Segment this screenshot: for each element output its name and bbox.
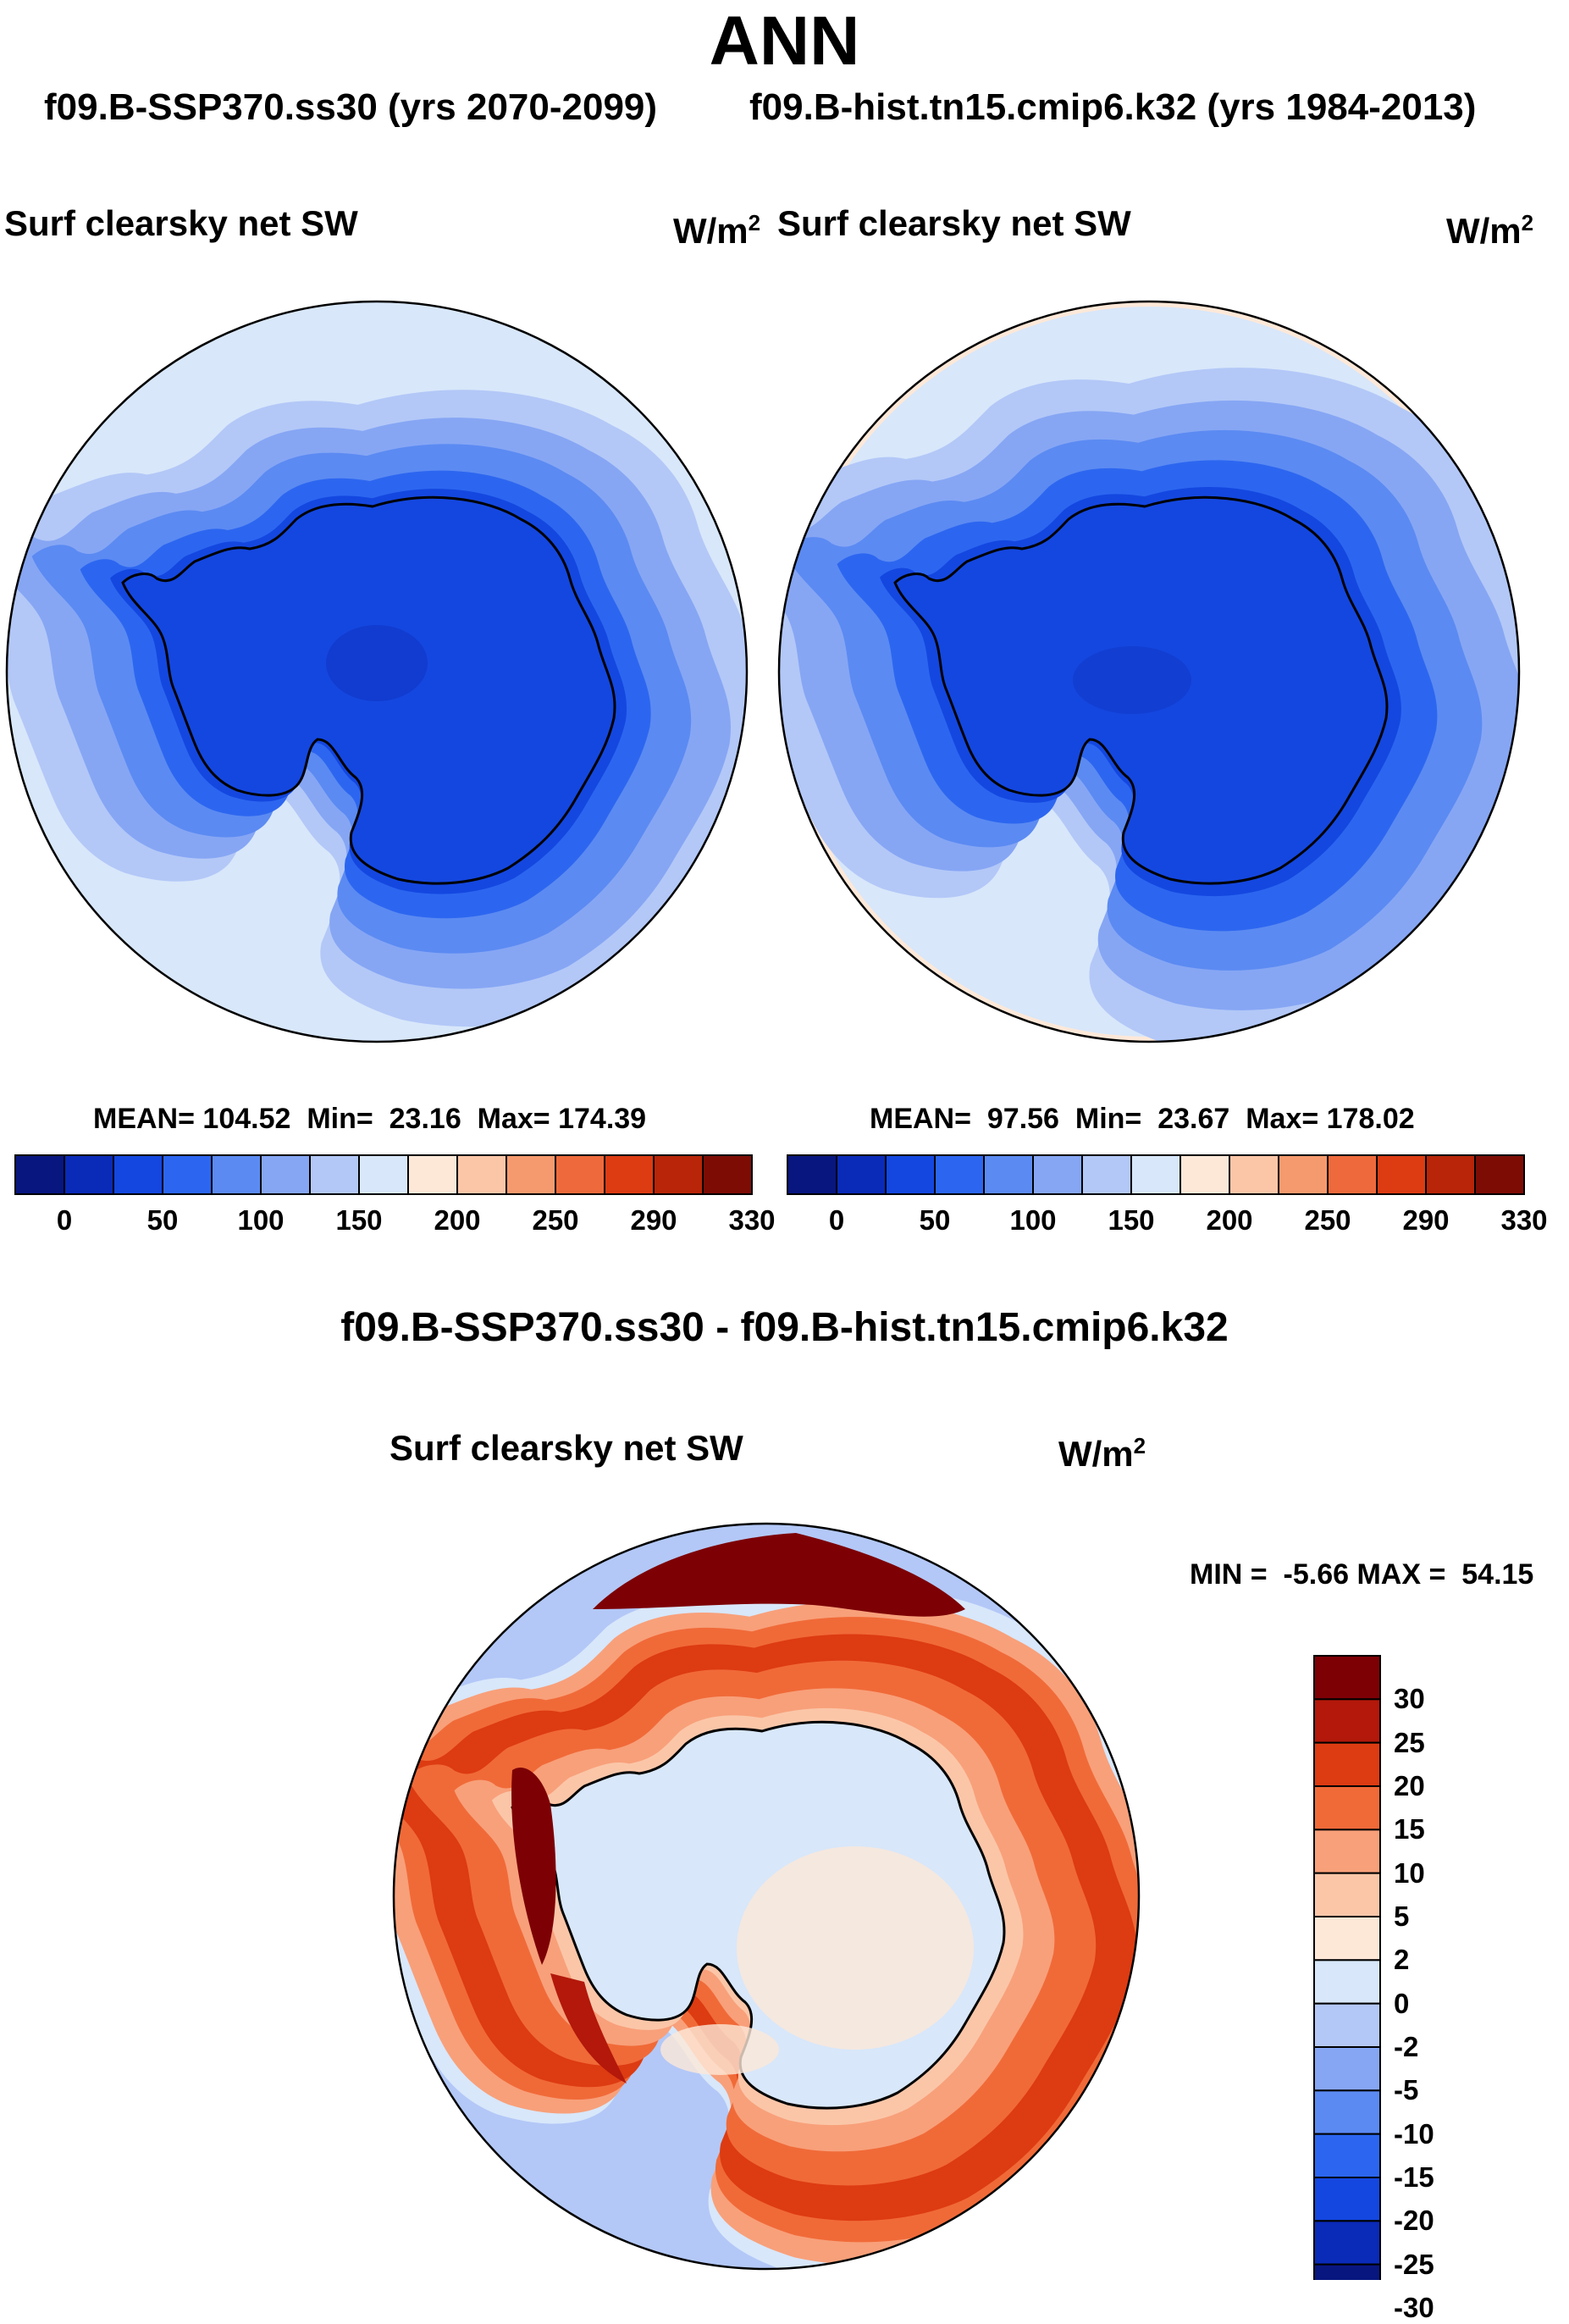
colorbar-box <box>604 1154 655 1195</box>
left-panel-title: Surf clearsky net SW <box>4 203 358 243</box>
diff-colorbar-tick-label: -20 <box>1394 2205 1434 2237</box>
colorbar-box <box>1130 1154 1181 1195</box>
colorbar-box <box>555 1154 605 1195</box>
colorbar-tick-label: 200 <box>1206 1204 1253 1236</box>
right-map-border <box>777 300 1521 1043</box>
colorbar-box <box>934 1154 985 1195</box>
colorbar-box <box>787 1154 837 1195</box>
diff-colorbar-box <box>1313 2133 1381 2179</box>
case-a-subtitle: f09.B-SSP370.ss30 (yrs 2070-2099) <box>44 86 658 128</box>
colorbar-tick-label: 150 <box>1108 1204 1155 1236</box>
colorbar-box <box>113 1154 163 1195</box>
right-colorbar <box>787 1154 1525 1195</box>
diff-colorbar-tick-label: 20 <box>1394 1770 1425 1801</box>
colorbar-box <box>653 1154 704 1195</box>
colorbar-box <box>1376 1154 1427 1195</box>
diff-colorbar-box <box>1313 2263 1381 2280</box>
colorbar-tick-label: 0 <box>56 1204 73 1236</box>
right-panel-stats: MEAN= 97.56 Min= 23.67 Max= 178.02 <box>870 1103 1415 1135</box>
diff-colorbar-box <box>1313 1698 1381 1744</box>
diff-colorbar-tick-label: 2 <box>1394 1944 1410 1976</box>
diff-panel-stats: MIN = -5.66 MAX = 54.15 <box>1190 1558 1534 1591</box>
colorbar-tick-label: 0 <box>828 1204 845 1236</box>
colorbar-box <box>1474 1154 1525 1195</box>
colorbar-box <box>1180 1154 1230 1195</box>
colorbar-box <box>211 1154 262 1195</box>
colorbar-box <box>885 1154 936 1195</box>
colorbar-tick-label: 50 <box>919 1204 951 1236</box>
diff-colorbar-tick-label: 15 <box>1394 1813 1425 1845</box>
diff-panel-units: W/m2 <box>1058 1433 1146 1474</box>
diff-colorbar-tick-label: 5 <box>1394 1901 1410 1932</box>
diff-colorbar-tick-label: 10 <box>1394 1856 1425 1889</box>
colorbar-tick-label: 100 <box>237 1204 285 1236</box>
right-map <box>777 300 1521 1043</box>
diff-colorbar-box <box>1313 2177 1381 2222</box>
diff-colorbar-box <box>1313 2220 1381 2266</box>
difference-map <box>392 1522 1141 2271</box>
diff-colorbar-box <box>1313 1655 1381 1701</box>
left-map <box>5 300 749 1043</box>
colorbar-tick-label: 290 <box>630 1204 677 1236</box>
case-b-subtitle: f09.B-hist.tn15.cmip6.k32 (yrs 1984-2013… <box>749 86 1477 128</box>
colorbar-box <box>64 1154 114 1195</box>
colorbar-box <box>1229 1154 1279 1195</box>
diff-colorbar-box <box>1313 2046 1381 2092</box>
colorbar-box <box>456 1154 507 1195</box>
colorbar-tick-label: 200 <box>434 1204 481 1236</box>
diff-colorbar-tick-label: 0 <box>1394 1987 1410 2019</box>
colorbar-box <box>309 1154 360 1195</box>
colorbar-box <box>836 1154 887 1195</box>
colorbar-box <box>358 1154 409 1195</box>
colorbar-tick-label: 100 <box>1009 1204 1057 1236</box>
colorbar-box <box>1327 1154 1378 1195</box>
diff-colorbar-box <box>1313 1785 1381 1831</box>
colorbar-tick-label: 290 <box>1402 1204 1450 1236</box>
diff-map-border <box>392 1522 1141 2271</box>
colorbar-box <box>162 1154 213 1195</box>
colorbar-box <box>506 1154 556 1195</box>
diff-colorbar-tick-label: -25 <box>1394 2248 1434 2280</box>
colorbar-box <box>14 1154 65 1195</box>
diff-colorbar-tick-label: -10 <box>1394 2117 1434 2150</box>
diff-colorbar-box <box>1313 1916 1381 1962</box>
left-map-border <box>5 300 749 1043</box>
colorbar-tick-label: 150 <box>335 1204 383 1236</box>
colorbar-tick-label: 330 <box>728 1204 776 1236</box>
diff-title: f09.B-SSP370.ss30 - f09.B-hist.tn15.cmip… <box>340 1305 1229 1350</box>
diff-colorbar-box <box>1313 1741 1381 1788</box>
colorbar-tick-label: 250 <box>1304 1204 1351 1236</box>
colorbar-box <box>702 1154 753 1195</box>
left-colorbar <box>14 1154 753 1195</box>
colorbar-box <box>1081 1154 1132 1195</box>
colorbar-box <box>1425 1154 1476 1195</box>
colorbar-tick-label: 50 <box>146 1204 179 1236</box>
diff-colorbar-tick-label: -15 <box>1394 2161 1434 2193</box>
diff-colorbar-box <box>1313 1872 1381 1918</box>
diff-colorbar-tick-label: 25 <box>1394 1726 1425 1758</box>
colorbar-box <box>983 1154 1034 1195</box>
diff-panel-title: Surf clearsky net SW <box>389 1428 743 1468</box>
right-panel-title: Surf clearsky net SW <box>777 203 1131 243</box>
colorbar-box <box>1032 1154 1083 1195</box>
colorbar-box <box>1278 1154 1329 1195</box>
diff-colorbar-tick-label: -30 <box>1394 2292 1434 2323</box>
diff-colorbar-box <box>1313 2089 1381 2135</box>
diff-colorbar-box <box>1313 1959 1381 2005</box>
colorbar-box <box>407 1154 458 1195</box>
diff-colorbar-tick-label: -2 <box>1394 2031 1419 2062</box>
diff-colorbar <box>1313 1655 1381 2280</box>
colorbar-box <box>260 1154 311 1195</box>
diff-colorbar-tick-label: -5 <box>1394 2074 1419 2106</box>
left-panel-units: W/m2 <box>673 210 761 251</box>
colorbar-tick-label: 330 <box>1500 1204 1548 1236</box>
right-panel-units: W/m2 <box>1446 210 1534 251</box>
diff-colorbar-box <box>1313 1829 1381 1874</box>
colorbar-tick-label: 250 <box>532 1204 579 1236</box>
left-panel-stats: MEAN= 104.52 Min= 23.16 Max= 174.39 <box>93 1103 647 1135</box>
diff-colorbar-box <box>1313 2002 1381 2049</box>
diff-colorbar-tick-label: 30 <box>1394 1683 1425 1715</box>
main-title: ANN <box>709 3 860 80</box>
